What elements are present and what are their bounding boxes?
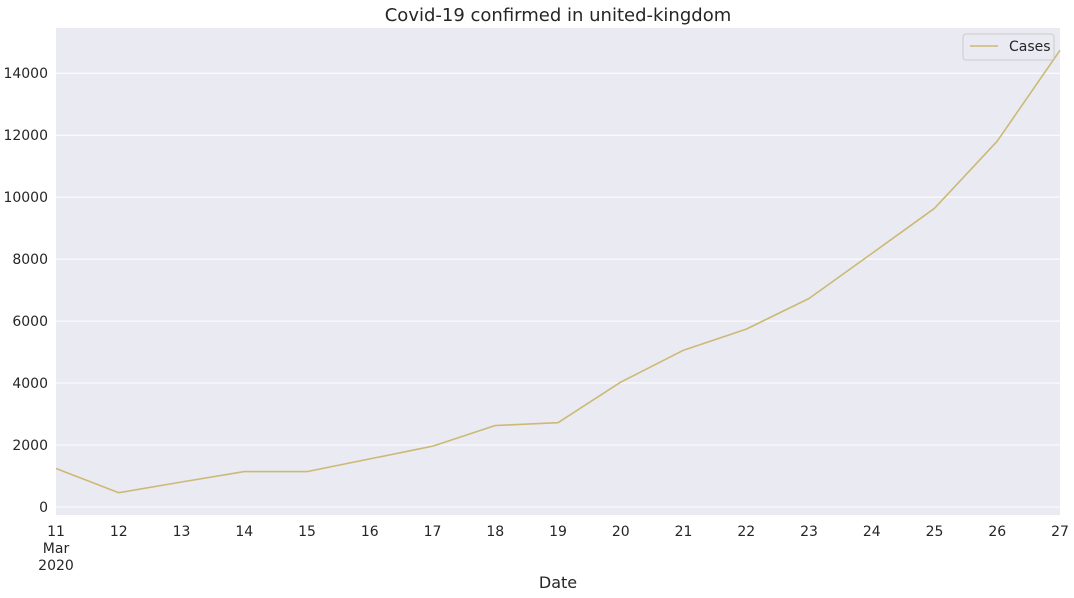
data-point [180,481,183,484]
x-tick-label: 25 [926,524,944,540]
data-point [494,424,497,427]
y-tick-label: 14000 [3,66,48,82]
x-tick-sublabel: Mar [43,541,70,557]
data-point [1059,49,1062,52]
y-axis-ticks: 0 2000 4000 6000 8000 10000 12000 14000 [3,66,48,516]
y-tick-label: 12000 [3,128,48,144]
x-tick-label: 21 [675,524,693,540]
x-axis-label: Date [539,573,577,592]
plot-area [56,28,1060,515]
data-point [996,140,999,143]
y-tick-label: 10000 [3,190,48,206]
y-tick-label: 4000 [12,376,48,392]
data-point [619,381,622,384]
chart-title: Covid-19 confirmed in united-kingdom [385,5,732,26]
x-axis-ticks: 11 12 13 14 15 16 17 18 19 20 21 22 23 24 25 26 27 Mar202… [38,524,1069,574]
data-point [117,491,120,494]
x-tick-label: 15 [298,524,316,540]
y-tick-label: 8000 [12,252,48,268]
data-point [306,470,309,473]
data-point [808,297,811,300]
x-tick-label: 12 [110,524,128,540]
data-point [431,445,434,448]
x-tick-label: 20 [612,524,630,540]
data-point [368,457,371,460]
data-point [745,328,748,331]
x-tick-label: 14 [235,524,253,540]
x-tick-label: 13 [173,524,191,540]
gridlines [56,72,1060,508]
x-tick-label: 24 [863,524,881,540]
legend: Cases [962,33,1055,61]
x-tick-label: 26 [988,524,1006,540]
data-point [933,207,936,210]
series-line [55,49,1061,494]
x-tick-label: 17 [424,524,442,540]
x-tick-label: 16 [361,524,379,540]
data-point [682,349,685,352]
data-point [870,252,873,255]
y-tick-label: 6000 [12,314,48,330]
legend-label: Cases [1009,39,1051,55]
x-tick-sublabel: 2020 [38,558,74,574]
y-tick-label: 2000 [12,438,48,454]
legend-box [962,33,1055,61]
x-tick-label: 18 [486,524,504,540]
x-tick-label: 23 [800,524,818,540]
x-tick-label: 22 [737,524,755,540]
y-tick-label: 0 [39,500,48,516]
x-tick-label: 27 [1051,524,1069,540]
series-layer [55,49,1062,494]
x-tick-label: 19 [549,524,567,540]
x-tick-label: 11 [47,524,65,540]
data-point [55,467,58,470]
data-point [243,470,246,473]
data-point [557,421,560,424]
